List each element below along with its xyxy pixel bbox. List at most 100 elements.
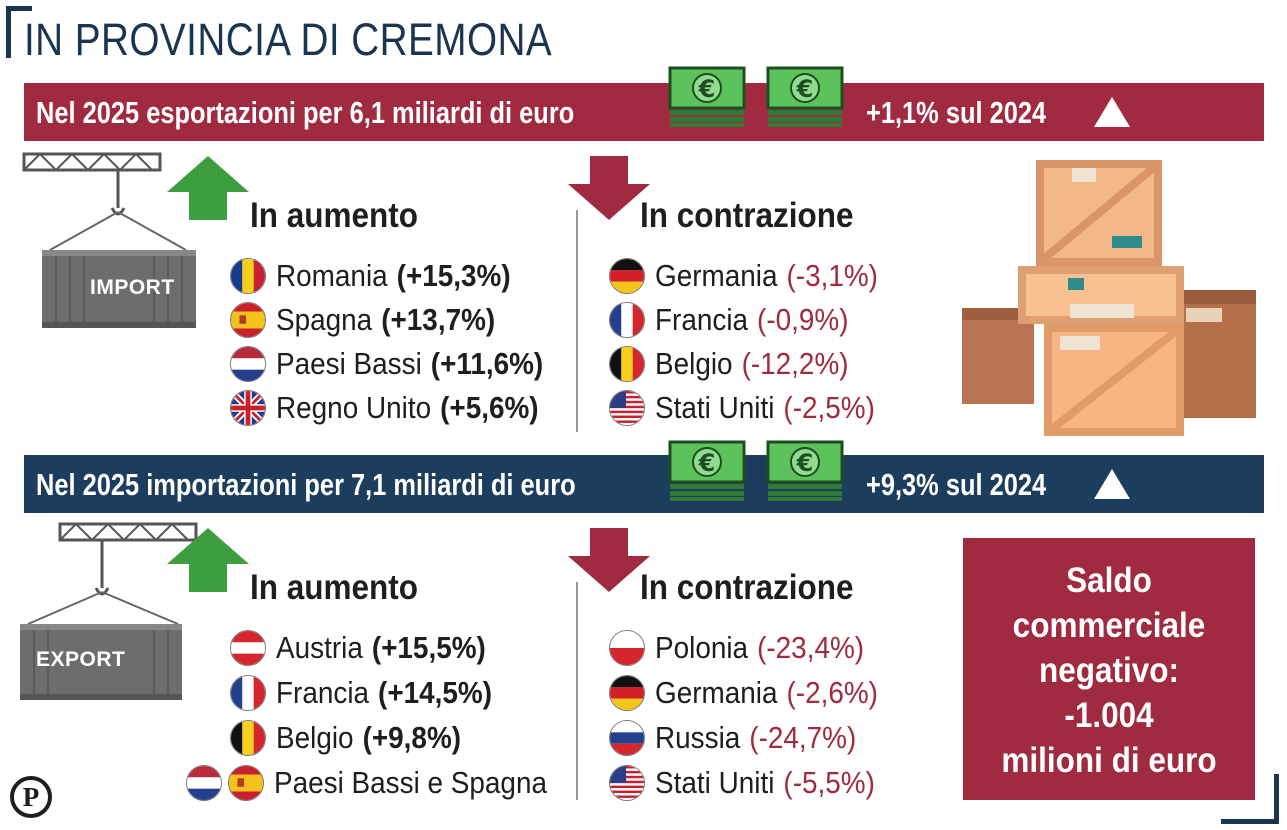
flags — [230, 258, 266, 294]
country-entry: Paesi Bassi e Spagna — [274, 765, 547, 801]
flags — [609, 258, 645, 294]
arrow-up-icon — [167, 156, 249, 220]
flags — [230, 630, 266, 666]
list-item: Stati Uniti (-2,5%) — [609, 388, 899, 428]
trade-balance-line: -1.004 — [1064, 696, 1154, 735]
percent-change: (-23,4%) — [757, 630, 865, 665]
svg-text:€: € — [796, 449, 814, 477]
country-name: Paesi Bassi e Spagna — [274, 765, 547, 800]
country-entry: Polonia (-23,4%) — [655, 630, 864, 666]
flags — [609, 765, 645, 801]
trade-balance-line: Saldo — [1066, 561, 1152, 600]
shipping-boxes-illustration — [962, 160, 1256, 436]
corner-bracket-top-left — [6, 6, 32, 58]
list-item: Regno Unito (+5,6%) — [230, 388, 568, 428]
list-item: Spagna (+13,7%) — [230, 300, 520, 340]
flags — [230, 302, 266, 338]
flags — [609, 346, 645, 382]
flags — [609, 302, 645, 338]
list-item: Belgio (-12,2%) — [609, 344, 870, 384]
percent-change: (+5,6%) — [440, 390, 539, 425]
flag-spain-icon — [230, 302, 266, 338]
percent-change: (-24,7%) — [749, 720, 857, 755]
flags — [609, 630, 645, 666]
list-item: Russia (-24,7%) — [609, 718, 879, 758]
column-divider — [576, 210, 578, 432]
country-name: Polonia — [655, 630, 749, 665]
country-entry: Germania (-2,6%) — [655, 675, 878, 711]
flag-usa-icon — [609, 390, 645, 426]
list-item: Romania (+15,3%) — [230, 256, 537, 296]
column-divider — [576, 582, 578, 800]
percent-change: (-2,5%) — [783, 390, 875, 425]
country-entry: Austria (+15,5%) — [276, 630, 486, 666]
triangle-up-icon — [1094, 97, 1130, 127]
arrow-up-icon — [167, 528, 249, 592]
flag-belgium-icon — [230, 720, 266, 756]
crane-container-icon — [20, 522, 198, 700]
flags — [609, 675, 645, 711]
country-name: Germania — [655, 258, 778, 293]
country-entry: Belgio (+9,8%) — [276, 720, 461, 756]
list-item: Germania (-2,6%) — [609, 673, 903, 713]
country-entry: Paesi Bassi (+11,6%) — [276, 346, 543, 382]
flags — [230, 390, 266, 426]
country-name: Paesi Bassi — [276, 346, 422, 381]
flag-spain-icon — [228, 765, 264, 801]
flag-russia-icon — [609, 720, 645, 756]
euro-banknote-icon: € — [668, 66, 746, 127]
percent-change: (+14,5%) — [378, 675, 493, 710]
trade-balance-line: commerciale — [1012, 606, 1206, 645]
euro-banknote-icon: € — [766, 66, 844, 127]
flag-france-icon — [230, 675, 266, 711]
flag-belgium-icon — [609, 346, 645, 382]
svg-text:€: € — [698, 75, 716, 103]
country-name: Romania — [276, 258, 388, 293]
flag-netherlands-icon — [230, 346, 266, 382]
arrow-down-icon — [568, 156, 650, 220]
percent-change: (+9,8%) — [362, 720, 462, 755]
svg-text:€: € — [698, 449, 716, 477]
imports-increase-heading: In aumento — [250, 568, 419, 607]
country-name: Belgio — [655, 346, 733, 381]
percent-change: (+15,5%) — [371, 630, 486, 665]
list-item: Francia (-0,9%) — [609, 300, 870, 340]
flag-romania-icon — [230, 258, 266, 294]
country-name: Germania — [655, 675, 778, 710]
trade-balance-box: Saldo commerciale negativo: -1.004 milioni d… — [963, 538, 1255, 800]
flags — [230, 346, 266, 382]
flags — [609, 720, 645, 756]
country-entry: Germania (-3,1%) — [655, 258, 878, 294]
flag-usa-icon — [609, 765, 645, 801]
list-item: Paesi Bassi e Spagna — [186, 763, 577, 803]
country-entry: Francia (-0,9%) — [655, 302, 849, 338]
country-name: Russia — [655, 720, 741, 755]
page-title: IN PROVINCIA DI CREMONA — [24, 14, 553, 65]
trade-balance-line: milioni di euro — [1001, 741, 1217, 780]
imports-decrease-heading: In contrazione — [640, 568, 854, 607]
percent-change: (+15,3%) — [396, 258, 511, 293]
euro-banknote-icon: € — [668, 440, 746, 501]
percent-change: (-12,2%) — [741, 346, 849, 381]
flags — [186, 765, 264, 801]
country-name: Belgio — [276, 720, 354, 755]
triangle-up-icon — [1094, 469, 1130, 499]
list-item: Germania (-3,1%) — [609, 256, 903, 296]
country-entry: Russia (-24,7%) — [655, 720, 856, 756]
flag-netherlands-icon — [186, 765, 222, 801]
list-item: Paesi Bassi (+11,6%) — [230, 344, 573, 384]
flags — [609, 390, 645, 426]
exports-increase-heading: In aumento — [250, 196, 419, 235]
exports-decrease-heading: In contrazione — [640, 196, 854, 235]
flag-poland-icon — [609, 630, 645, 666]
container-label: IMPORT — [90, 276, 175, 299]
percent-change: (-2,6%) — [786, 675, 878, 710]
percent-change: (+11,6%) — [430, 346, 544, 381]
country-entry: Spagna (+13,7%) — [276, 302, 495, 338]
percent-change: (-3,1%) — [786, 258, 878, 293]
percent-change: (-5,5%) — [783, 765, 875, 800]
country-entry: Stati Uniti (-5,5%) — [655, 765, 875, 801]
flag-germany-icon — [609, 258, 645, 294]
exports-banner: Nel 2025 esportazioni per 6,1 miliardi d… — [24, 83, 1264, 141]
svg-text:€: € — [796, 75, 814, 103]
